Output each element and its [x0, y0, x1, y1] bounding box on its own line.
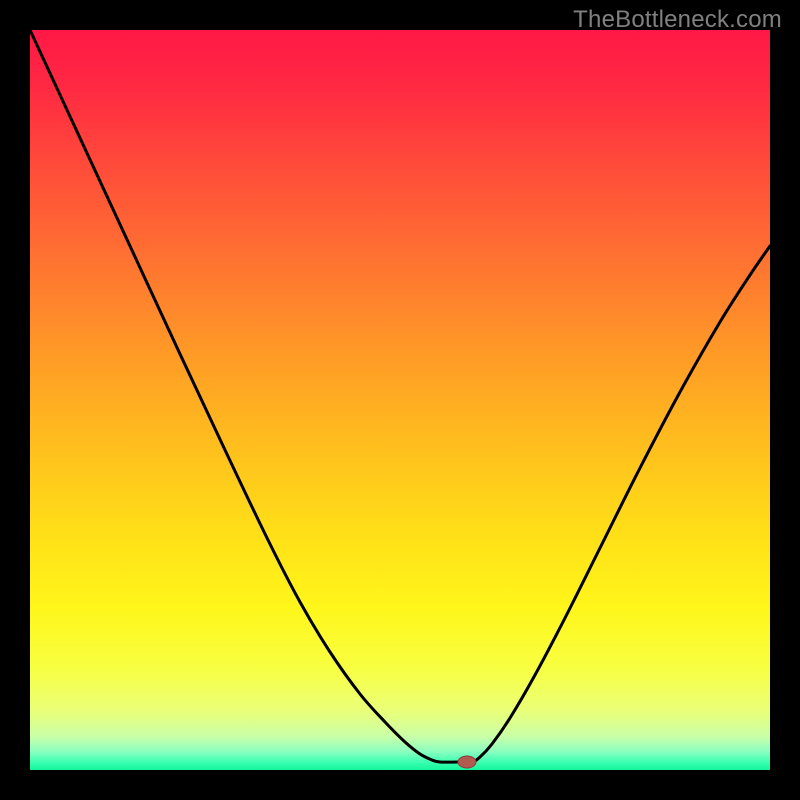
bottleneck-chart: [0, 0, 800, 800]
minimum-marker: [458, 756, 476, 768]
chart-container: TheBottleneck.com: [0, 0, 800, 800]
watermark-text: TheBottleneck.com: [573, 6, 782, 34]
plot-background: [30, 30, 770, 770]
